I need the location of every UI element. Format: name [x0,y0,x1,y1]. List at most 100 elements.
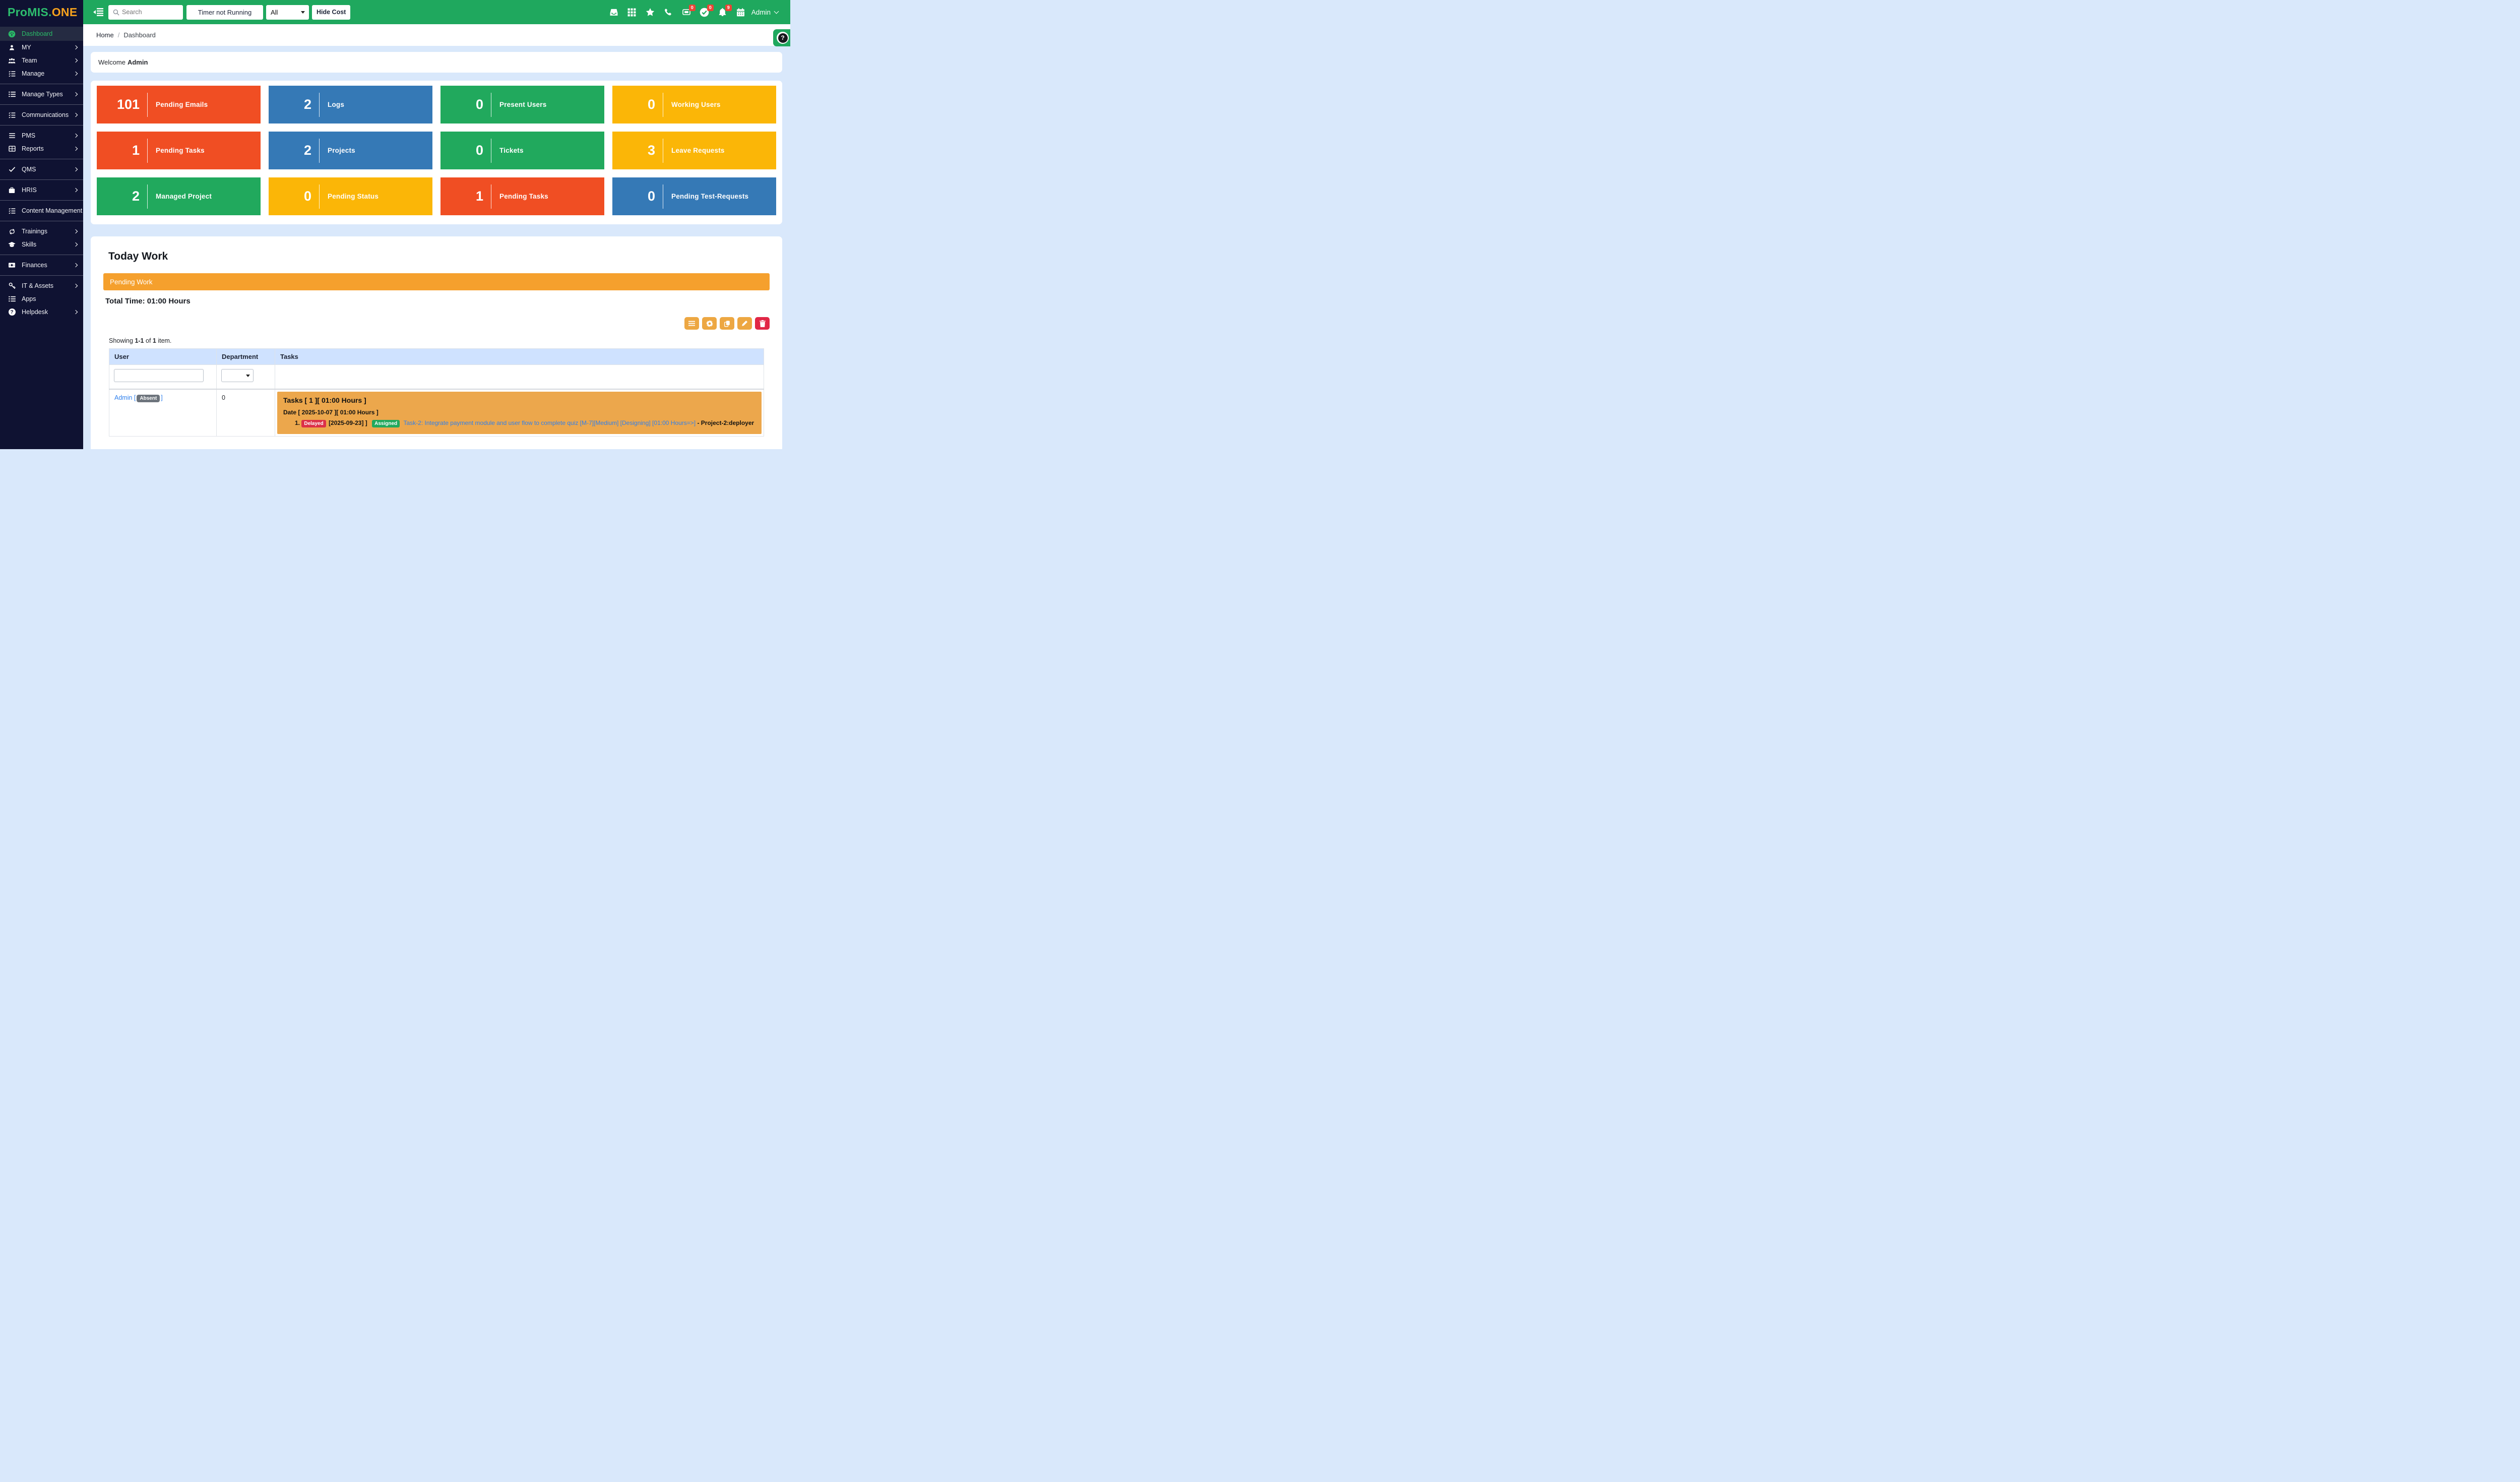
today-work-table: User Department Tasks [109,348,764,437]
stat-label: Managed Project [156,193,212,200]
edit-button[interactable] [737,317,752,330]
stat-label: Projects [328,147,355,154]
sidebar-item-qms[interactable]: QMS [0,163,83,176]
sidebar-item-manage[interactable]: Manage [0,67,83,80]
assigned-badge: Assigned [372,420,400,427]
sidebar-item-label: Trainings [22,228,47,235]
user-menu[interactable]: Admin [751,9,779,16]
stat-card-pending-tasks[interactable]: 1 Pending Tasks [97,132,261,169]
sidebar-item-label: Manage [22,70,45,77]
stat-label: Leave Requests [671,147,725,154]
chevron-right-icon [73,167,78,172]
today-work-title: Today Work [108,251,168,262]
scope-select-wrap: All [266,5,309,20]
sidebar-item-my[interactable]: MY [0,41,83,54]
app-logo[interactable]: ProMIS. ONE [0,0,83,24]
breadcrumb-home-link[interactable]: Home [96,31,114,39]
checklist-icon [8,208,16,214]
stat-card-pending-emails[interactable]: 101 Pending Emails [97,86,261,124]
task-link[interactable]: Task-2: Integrate payment module and use… [403,419,696,426]
sidebar-item-apps[interactable]: Apps [0,292,83,305]
stat-card-tickets[interactable]: 0 Tickets [440,132,604,169]
sidebar-item-hris[interactable]: HRIS [0,183,83,197]
stat-card-working-users[interactable]: 0 Working Users [612,86,776,124]
sidebar-item-pms[interactable]: PMS [0,129,83,142]
column-header-tasks[interactable]: Tasks [275,348,764,365]
chevron-right-icon [73,92,78,97]
card-icon[interactable]: 0 [681,5,696,17]
table-action-buttons [103,317,770,330]
hide-cost-button[interactable]: Hide Cost [312,5,351,20]
calendar-icon[interactable] [736,7,746,17]
sidebar-item-label: Apps [22,295,36,302]
sidebar-toggle-icon[interactable] [93,8,103,17]
department-filter-select[interactable] [222,369,253,382]
breadcrumb-separator: / [117,31,120,39]
list-icon [688,321,695,326]
stat-card-leave-requests[interactable]: 3 Leave Requests [612,132,776,169]
sidebar-item-trainings[interactable]: Trainings [0,225,83,238]
check-circle-icon[interactable]: 0 [700,5,714,17]
divider [147,92,148,117]
stat-card-pending-test-requests[interactable]: 0 Pending Test-Requests [612,177,776,215]
sidebar-item-it-assets[interactable]: IT & Assets [0,279,83,292]
help-fab-button[interactable]: ? [773,29,790,46]
stat-label: Logs [328,101,345,108]
stat-card-logs[interactable]: 2 Logs [269,86,432,124]
inbox-icon[interactable] [609,7,619,17]
stat-value: 3 [647,143,655,158]
chevron-down-icon [774,9,779,14]
sidebar: ProMIS. ONE Dashboard MY Team [0,0,86,449]
column-header-department[interactable]: Department [216,348,275,365]
sidebar-item-dashboard[interactable]: Dashboard [0,27,83,41]
breadcrumb-current: Dashboard [123,31,156,39]
key-icon [8,282,16,289]
sidebar-item-communications[interactable]: Communications [0,108,83,121]
stat-card-present-users[interactable]: 0 Present Users [440,86,604,124]
grid-icon[interactable] [627,7,637,17]
user-filter-input[interactable] [114,369,204,382]
chevron-right-icon [73,112,78,117]
timer-status-button[interactable]: Timer not Running [186,5,263,20]
sidebar-item-skills[interactable]: Skills [0,238,83,251]
sidebar-nav: Dashboard MY Team Manage [0,24,86,319]
sidebar-item-reports[interactable]: Reports [0,142,83,155]
sidebar-item-manage-types[interactable]: Manage Types [0,88,83,101]
column-header-user[interactable]: User [109,348,217,365]
sidebar-item-helpdesk[interactable]: ? Helpdesk [0,305,83,319]
divider [319,184,320,209]
copy-icon [724,320,730,327]
stat-card-managed-project[interactable]: 2 Managed Project [97,177,261,215]
sidebar-item-finances[interactable]: Finances [0,259,83,272]
sidebar-item-label: Communications [22,111,69,118]
phone-icon[interactable] [663,7,673,17]
pencil-icon [742,320,748,326]
sidebar-item-label: Finances [22,262,47,269]
check-icon [8,166,16,172]
stat-cards-panel: 101 Pending Emails 2 Logs 0 Present Users 0… [91,81,782,224]
chevron-right-icon [73,263,78,268]
star-icon[interactable] [645,7,655,17]
bars-icon [8,133,16,139]
search-input[interactable] [108,5,183,20]
stat-card-pending-status[interactable]: 0 Pending Status [269,177,432,215]
bell-icon[interactable]: 9 [718,5,732,17]
stat-label: Pending Status [328,193,379,200]
scope-select[interactable]: All [266,5,309,20]
sidebar-divider [0,125,83,126]
stat-card-pending-tasks-2[interactable]: 1 Pending Tasks [440,177,604,215]
chevron-right-icon [73,229,78,234]
list-view-button[interactable] [684,317,699,330]
sidebar-item-team[interactable]: Team [0,54,83,67]
settings-button[interactable] [702,317,717,330]
copy-button[interactable] [720,317,734,330]
chevron-right-icon [73,58,78,63]
top-navbar: Timer not Running All Hide Cost [83,0,790,24]
sidebar-item-content-management[interactable]: Content Management [0,204,86,217]
today-work-panel: Today Work Pending Work Total Time: 01:0… [91,236,782,449]
stat-card-projects[interactable]: 2 Projects [269,132,432,169]
stat-label: Present Users [499,101,547,108]
delete-button[interactable] [755,317,770,330]
user-link[interactable]: Admin [Absent] [114,394,163,402]
